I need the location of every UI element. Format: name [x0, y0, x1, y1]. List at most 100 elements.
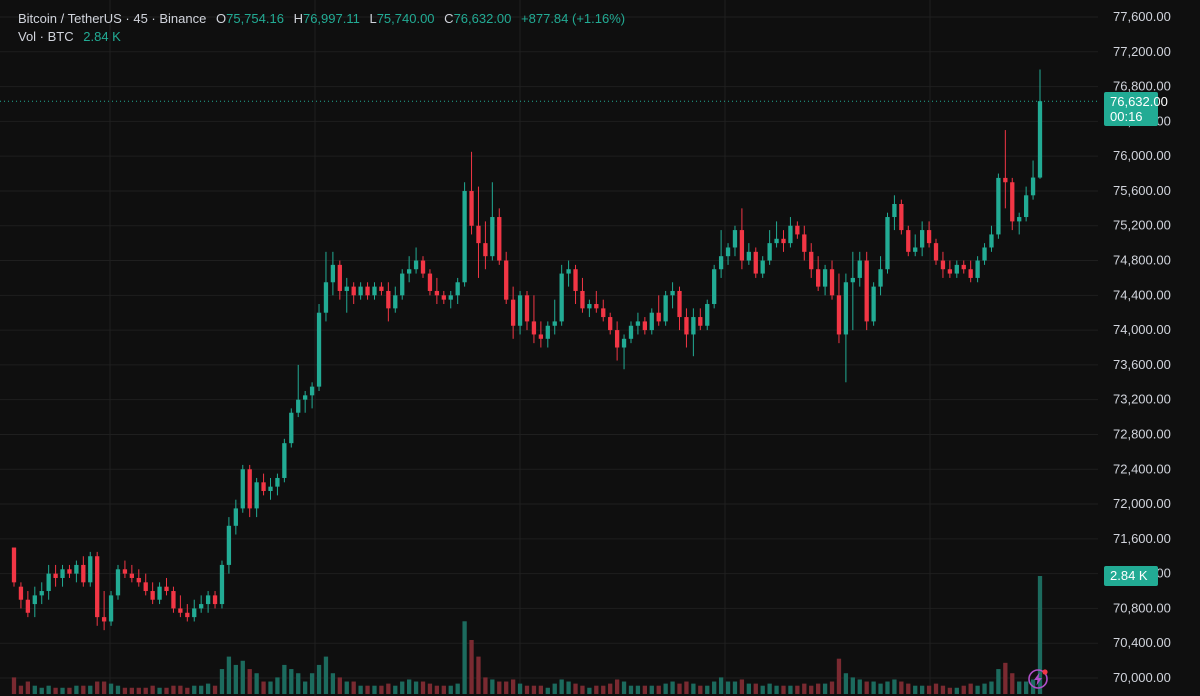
lightning-icon[interactable]	[1027, 668, 1049, 690]
volume-bar	[212, 685, 218, 694]
volume-bar	[18, 685, 24, 694]
high-value: 76,997.11	[302, 11, 360, 26]
candle-body	[74, 564, 79, 574]
volume-bar	[115, 685, 121, 694]
volume-bar	[379, 685, 384, 694]
volume-bar	[164, 687, 169, 694]
volume-bar	[122, 687, 128, 694]
volume-bar	[143, 687, 148, 694]
volume-bar	[344, 681, 349, 694]
candle-body	[67, 569, 72, 574]
volume-bar	[753, 683, 758, 694]
change-value: +877.84 (+1.16%)	[521, 11, 626, 26]
candle-body	[996, 177, 1001, 235]
candle-body	[247, 469, 252, 509]
candle-body	[379, 286, 384, 291]
candle-body	[337, 264, 342, 291]
candle-body	[365, 286, 370, 296]
volume-bar	[718, 677, 724, 694]
volume-bar	[836, 658, 842, 694]
volume-bar	[621, 681, 627, 694]
volume-bar	[608, 683, 613, 694]
candle-body	[968, 269, 973, 278]
volume-bar	[746, 683, 751, 694]
candle-body	[427, 273, 433, 291]
volume-label[interactable]: Vol · BTC	[18, 29, 74, 44]
volume-bar	[469, 639, 474, 694]
candle-body	[490, 217, 495, 257]
symbol-label[interactable]: Bitcoin / TetherUS · 45 · Binance	[18, 11, 207, 26]
price-tick-label: 71,600.00	[1113, 531, 1171, 546]
candle-body	[178, 608, 183, 613]
volume-bar	[53, 687, 58, 694]
volume-bar	[365, 685, 370, 694]
volume-bar	[88, 685, 93, 694]
volume-bar	[871, 681, 876, 694]
candle-body	[531, 321, 537, 335]
volume-bar	[157, 687, 162, 694]
candle-body	[282, 443, 287, 478]
high-label: H	[293, 11, 303, 26]
volume-bar	[975, 685, 980, 694]
candle-body	[296, 399, 301, 413]
candle-body	[524, 295, 530, 322]
candle-body	[663, 295, 668, 322]
candle-body	[101, 617, 107, 622]
volume-bars	[11, 576, 1043, 694]
price-tick-label: 75,600.00	[1113, 183, 1171, 198]
candle-body	[954, 264, 959, 274]
volume-bar	[413, 681, 419, 694]
candle-body	[822, 269, 828, 287]
candle-body	[580, 290, 585, 309]
volume-bar	[829, 681, 835, 694]
last-volume-value: 2.84 K	[1110, 568, 1148, 583]
price-tick-label: 76,000.00	[1113, 148, 1171, 163]
volume-bar	[108, 683, 114, 694]
volume-bar	[933, 683, 939, 694]
volume-bar	[490, 679, 495, 694]
volume-bar	[303, 681, 308, 694]
bar-countdown: 00:16	[1110, 109, 1143, 124]
price-tick-label: 70,000.00	[1113, 670, 1171, 685]
candle-body	[691, 317, 696, 335]
price-tick-label: 73,200.00	[1113, 392, 1171, 407]
volume-bar	[878, 683, 883, 694]
open-value: 75,754.16	[226, 11, 284, 26]
candle-body	[767, 243, 772, 261]
candle-body	[538, 334, 544, 339]
volume-bar	[330, 673, 336, 694]
candle-body	[1010, 182, 1015, 222]
volume-bar	[504, 681, 509, 694]
volume-bar	[517, 683, 523, 694]
candle-body	[982, 247, 987, 261]
candle-body	[677, 290, 682, 318]
candle-body	[843, 282, 849, 335]
candle-body	[226, 525, 232, 565]
volume-bar	[566, 681, 571, 694]
candle-body	[684, 317, 689, 335]
last-price-value: 76,632.00	[1110, 94, 1168, 109]
volume-bar	[580, 685, 585, 694]
candle-body	[670, 290, 675, 296]
candle-body	[358, 286, 363, 296]
candle-body	[517, 295, 523, 326]
volume-bar	[947, 687, 953, 694]
volume-bar	[81, 685, 86, 694]
volume-bar	[247, 669, 252, 694]
volume-bar	[802, 683, 807, 694]
price-tick-label: 75,200.00	[1113, 218, 1171, 233]
candle-body	[864, 260, 869, 322]
volume-bar	[573, 683, 578, 694]
volume-bar	[725, 681, 731, 694]
volume-bar	[843, 673, 849, 694]
candle-body	[212, 595, 218, 605]
candle-body	[25, 599, 31, 613]
candle-body	[11, 547, 17, 583]
low-value: 75,740.00	[376, 11, 435, 26]
volume-bar	[649, 685, 654, 694]
volume-bar	[476, 656, 481, 694]
volume-bar	[899, 681, 904, 694]
candle-body	[795, 225, 800, 235]
candle-body	[649, 312, 654, 331]
